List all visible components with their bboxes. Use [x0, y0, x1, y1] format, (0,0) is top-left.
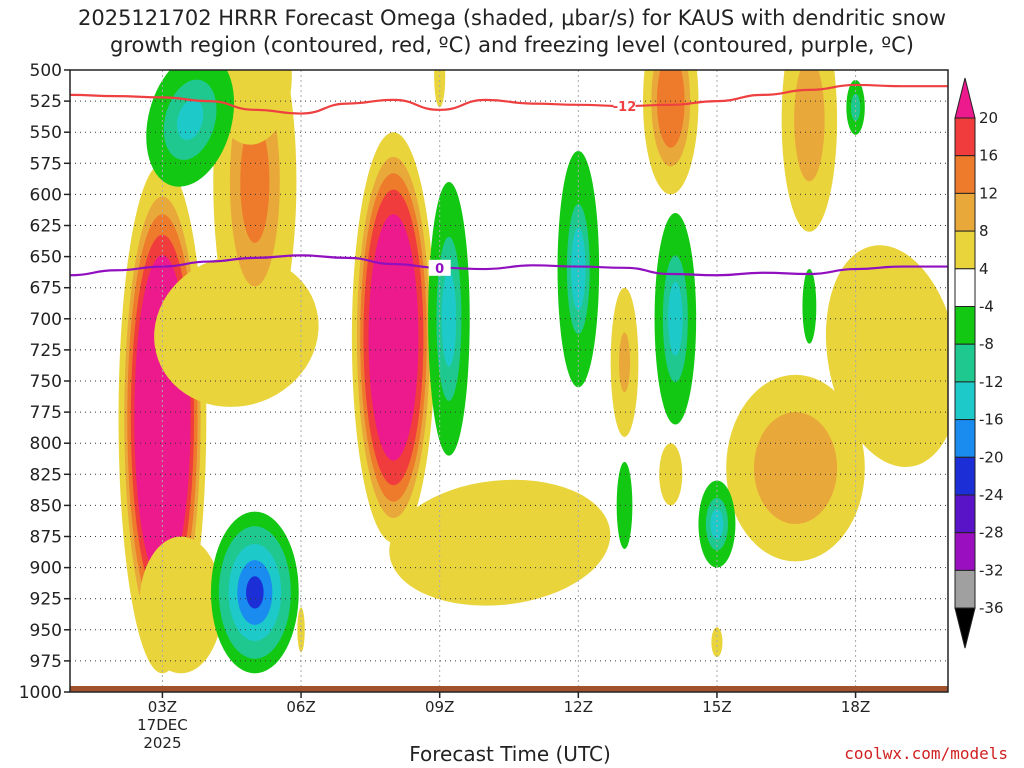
colorbar-bin-13 — [954, 569, 976, 609]
x-date-line-2: 2025 — [143, 734, 181, 752]
colorbar-bin-2 — [954, 155, 976, 194]
omega-min-03z-upper — [146, 70, 235, 187]
y-tick-label-500: 500 — [30, 61, 62, 81]
omega-min-12z — [557, 150, 600, 388]
omega-upper-17z — [781, 70, 838, 232]
colorbar-bin-3 — [954, 192, 976, 232]
x-tick-label-06Z: 06Z — [286, 698, 315, 716]
colorbar-bin-8 — [954, 381, 976, 421]
colorbar-bin-11 — [954, 494, 976, 534]
freezing-level-contour-line — [70, 254, 948, 277]
x-tick-label-18Z: 18Z — [841, 698, 870, 716]
colorbar-label-11: -28 — [979, 524, 1004, 542]
omega-small-yellow-13z — [610, 287, 639, 437]
y-tick-label-525: 525 — [30, 92, 62, 112]
colorbar-top-arrow — [954, 77, 976, 119]
y-tick-label-825: 825 — [30, 465, 62, 485]
dgz-minus12-contour-label-bg — [613, 98, 636, 115]
colorbar-label-10: -24 — [979, 486, 1004, 504]
omega-min-17z — [802, 269, 817, 344]
colorbar-bin-4 — [954, 230, 976, 270]
colorbar-label-3: 8 — [979, 222, 989, 240]
omega-min-15z — [698, 480, 736, 568]
surface-ground-strip — [70, 686, 948, 692]
omega-small-yellow-15z — [711, 627, 723, 658]
colorbar-bin-10 — [954, 456, 976, 496]
colorbar-bottom-arrow — [954, 607, 976, 649]
omega-lowlevel-yellow-09z — [389, 479, 611, 606]
freezing-level-contour-label-bg — [428, 259, 451, 276]
colorbar-label-4: 4 — [979, 260, 989, 278]
colorbar-label-13: -36 — [979, 599, 1004, 617]
colorbar-bin-12 — [954, 532, 976, 571]
y-tick-label-875: 875 — [30, 528, 62, 548]
y-tick-label-650: 650 — [30, 248, 62, 268]
y-tick-label-675: 675 — [30, 279, 62, 299]
x-tick-label-12Z: 12Z — [564, 698, 593, 716]
omega-small-yellow-06z — [297, 607, 305, 653]
omega-right-yellow — [825, 245, 948, 467]
colorbar-label-7: -12 — [979, 373, 1004, 391]
x-date-line-1: 17DEC — [137, 716, 188, 734]
credit-link[interactable]: coolwx.com/models — [844, 744, 1008, 763]
y-tick-label-800: 800 — [30, 434, 62, 454]
y-tick-label-750: 750 — [30, 372, 62, 392]
chart-title-line-2: growth region (contoured, red, ºC) and f… — [110, 33, 914, 57]
y-tick-label-600: 600 — [30, 185, 62, 205]
colorbar-label-5: -4 — [979, 298, 994, 316]
freezing-level-contour-label: 0 — [435, 262, 444, 277]
colorbar-label-2: 12 — [979, 184, 998, 202]
colorbar-bin-1 — [954, 117, 976, 157]
x-tick-label-09Z: 09Z — [425, 698, 454, 716]
y-tick-label-900: 900 — [30, 559, 62, 579]
y-tick-label-850: 850 — [30, 496, 62, 516]
chart-title-line-1: 2025121702 HRRR Forecast Omega (shaded, … — [77, 6, 946, 30]
omega-column-yellow-05z — [213, 70, 297, 357]
x-tick-label-03Z: 03Z — [148, 698, 177, 716]
y-tick-label-575: 575 — [30, 154, 62, 174]
omega-min-09z — [428, 181, 470, 456]
omega-small-yellow-09z — [434, 70, 446, 108]
colorbar-bin-5 — [954, 268, 976, 307]
colorbar-label-0: 20 — [979, 109, 998, 127]
y-tick-label-775: 775 — [30, 403, 62, 423]
dgz-minus12-contour-label: -12 — [613, 100, 637, 115]
omega-min-18z — [846, 79, 865, 135]
colorbar-label-9: -20 — [979, 448, 1004, 466]
y-tick-label-550: 550 — [30, 123, 62, 143]
x-tick-label-15Z: 15Z — [702, 698, 731, 716]
omega-min-05z — [210, 511, 299, 674]
y-tick-label-950: 950 — [30, 621, 62, 641]
colorbar-label-8: -16 — [979, 411, 1004, 429]
colorbar-label-1: 16 — [979, 147, 998, 165]
colorbar-label-12: -32 — [979, 561, 1004, 579]
dgz-minus12-contour-line — [70, 83, 948, 115]
omega-near-surface-yellow-03z — [139, 536, 223, 674]
y-tick-label-1000: 1000 — [19, 683, 62, 703]
omega-yellow-17z — [726, 374, 865, 562]
x-axis-title: Forecast Time (UTC) — [409, 742, 611, 766]
colorbar-label-6: -8 — [979, 335, 994, 353]
omega-min-13z — [616, 461, 633, 549]
y-tick-label-975: 975 — [30, 652, 62, 672]
colorbar-bin-9 — [954, 419, 976, 458]
colorbar-bin-7 — [954, 343, 976, 383]
omega-max-08z — [351, 132, 436, 543]
y-tick-label-625: 625 — [30, 217, 62, 237]
colorbar-bin-6 — [954, 306, 976, 345]
y-tick-label-700: 700 — [30, 310, 62, 330]
y-tick-label-925: 925 — [30, 590, 62, 610]
y-tick-label-725: 725 — [30, 341, 62, 361]
